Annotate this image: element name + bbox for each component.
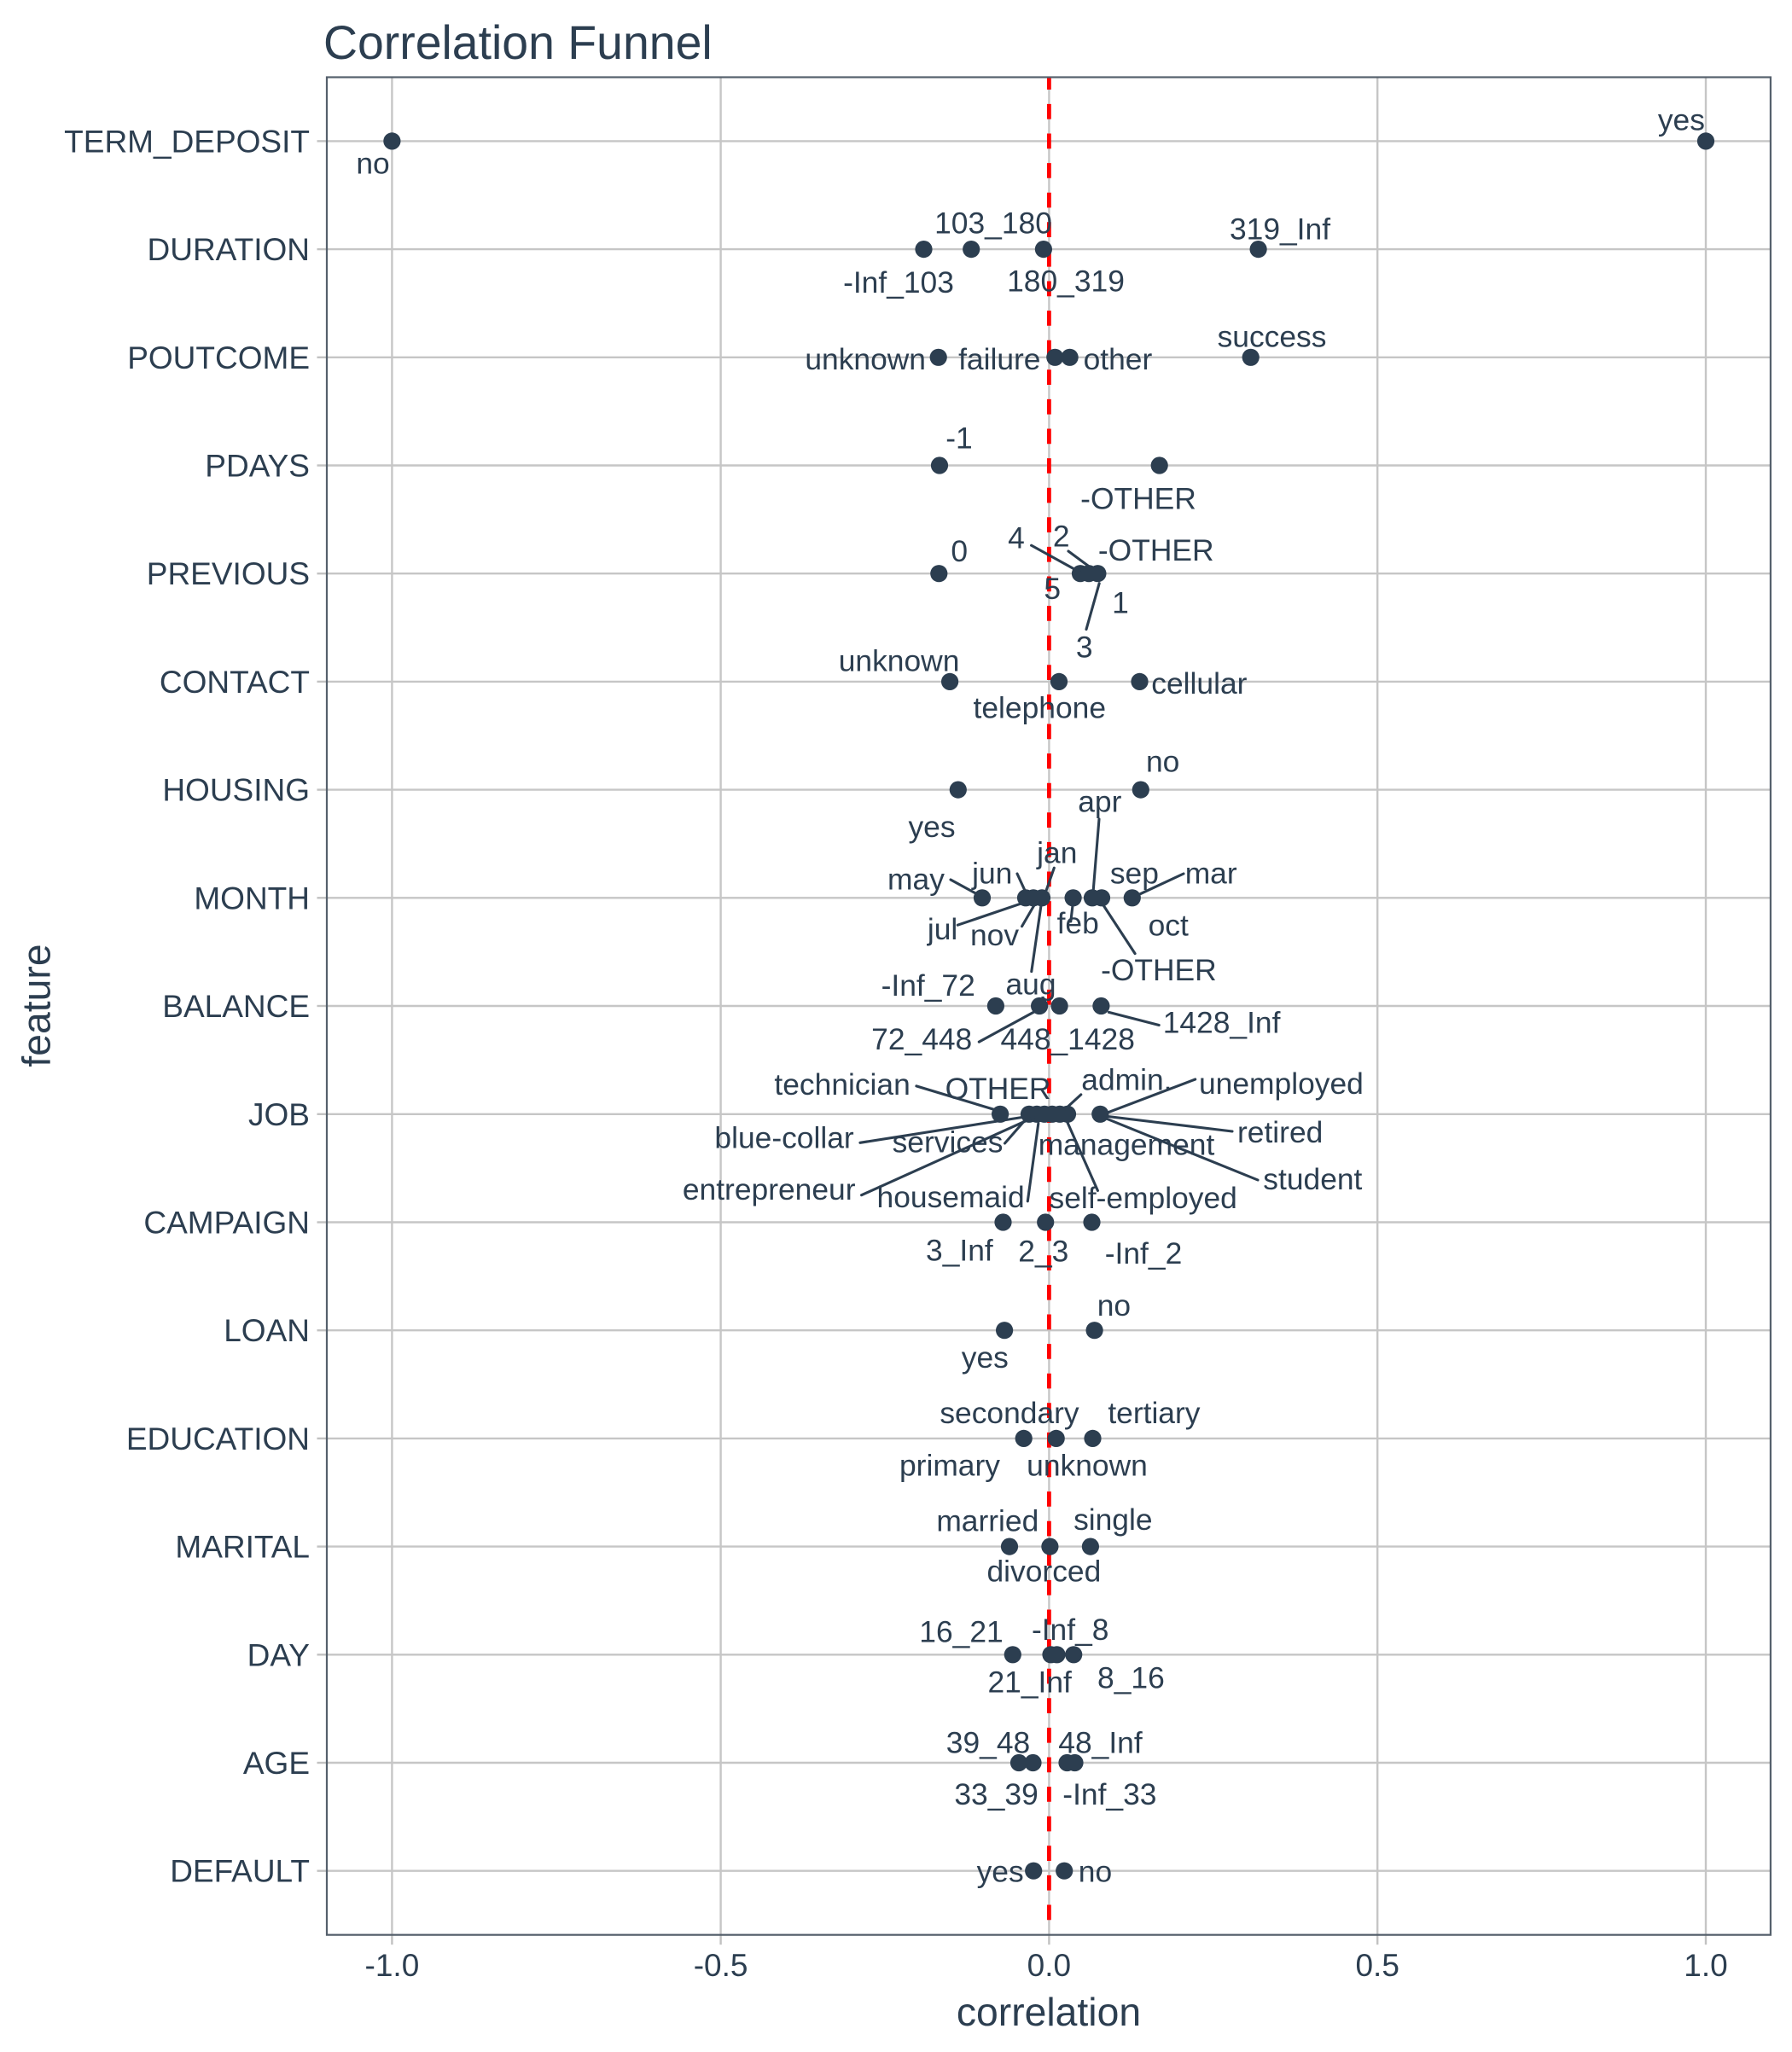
svg-text:entrepreneur: entrepreneur	[683, 1172, 856, 1206]
svg-text:1.0: 1.0	[1684, 1948, 1727, 1983]
svg-text:no: no	[1097, 1288, 1131, 1322]
svg-text:yes: yes	[977, 1855, 1024, 1889]
svg-text:oct: oct	[1149, 909, 1189, 943]
svg-text:-OTHER: -OTHER	[1080, 482, 1196, 516]
svg-text:unknown: unknown	[839, 643, 960, 677]
svg-text:single: single	[1073, 1503, 1152, 1537]
svg-text:-1: -1	[945, 421, 972, 456]
svg-text:1: 1	[1112, 585, 1129, 619]
svg-text:no: no	[1146, 745, 1179, 779]
svg-text:JOB: JOB	[248, 1097, 310, 1132]
svg-text:PDAYS: PDAYS	[205, 449, 310, 484]
svg-text:3_Inf: 3_Inf	[926, 1233, 993, 1267]
svg-text:DAY: DAY	[247, 1637, 310, 1672]
svg-text:-0.5: -0.5	[694, 1948, 748, 1983]
svg-text:CONTACT: CONTACT	[160, 665, 310, 700]
svg-text:BALANCE: BALANCE	[162, 989, 310, 1024]
svg-text:admin.: admin.	[1081, 1063, 1172, 1097]
svg-text:CAMPAIGN: CAMPAIGN	[143, 1206, 310, 1241]
svg-text:448_1428: 448_1428	[1000, 1022, 1134, 1056]
svg-text:mar: mar	[1185, 856, 1237, 890]
svg-text:aug: aug	[1005, 967, 1056, 1001]
svg-text:POUTCOME: POUTCOME	[127, 340, 310, 375]
svg-text:services: services	[893, 1125, 1004, 1160]
svg-text:housemaid: housemaid	[877, 1180, 1025, 1214]
svg-text:0.5: 0.5	[1355, 1948, 1399, 1983]
svg-text:MONTH: MONTH	[194, 881, 310, 916]
svg-text:-Inf_2: -Inf_2	[1105, 1236, 1183, 1270]
svg-text:feb: feb	[1057, 906, 1099, 940]
svg-text:8_16: 8_16	[1097, 1660, 1165, 1694]
svg-text:-1.0: -1.0	[365, 1948, 420, 1983]
svg-text:sep: sep	[1110, 856, 1159, 890]
svg-text:student: student	[1263, 1162, 1362, 1196]
svg-text:39_48: 39_48	[946, 1725, 1030, 1759]
svg-text:Correlation Funnel: Correlation Funnel	[323, 16, 713, 69]
svg-text:nov: nov	[970, 918, 1019, 952]
svg-text:-OTHER: -OTHER	[1098, 533, 1214, 567]
svg-text:OTHER: OTHER	[945, 1072, 1051, 1106]
svg-text:3: 3	[1076, 631, 1093, 665]
svg-text:-Inf_33: -Inf_33	[1062, 1777, 1156, 1811]
svg-text:48_Inf: 48_Inf	[1058, 1725, 1143, 1759]
svg-text:0.0: 0.0	[1027, 1948, 1071, 1983]
svg-text:yes: yes	[1658, 103, 1705, 137]
svg-text:other: other	[1084, 342, 1153, 376]
svg-text:PREVIOUS: PREVIOUS	[147, 556, 310, 591]
svg-text:blue-collar: blue-collar	[714, 1120, 853, 1154]
svg-text:319_Inf: 319_Inf	[1230, 212, 1330, 247]
svg-text:4: 4	[1008, 521, 1025, 555]
svg-text:180_319: 180_319	[1007, 264, 1125, 298]
svg-text:unknown: unknown	[1027, 1449, 1148, 1483]
svg-text:jun: jun	[971, 856, 1012, 890]
svg-text:yes: yes	[962, 1340, 1009, 1375]
svg-text:technician: technician	[774, 1067, 910, 1102]
svg-text:0: 0	[951, 534, 968, 568]
svg-text:unemployed: unemployed	[1199, 1067, 1364, 1101]
svg-text:72_448: 72_448	[871, 1022, 972, 1056]
svg-text:TERM_DEPOSIT: TERM_DEPOSIT	[64, 124, 310, 159]
svg-text:103_180: 103_180	[934, 206, 1052, 241]
svg-text:self-employed: self-employed	[1050, 1181, 1237, 1215]
svg-text:LOAN: LOAN	[224, 1313, 310, 1348]
svg-text:primary: primary	[899, 1449, 1000, 1483]
svg-text:DURATION: DURATION	[148, 232, 310, 267]
svg-text:-OTHER: -OTHER	[1101, 953, 1217, 987]
svg-text:2: 2	[1053, 519, 1070, 553]
svg-text:apr: apr	[1078, 785, 1121, 819]
svg-text:secondary: secondary	[940, 1396, 1079, 1430]
svg-text:no: no	[1079, 1855, 1112, 1889]
svg-text:EDUCATION: EDUCATION	[126, 1421, 310, 1456]
svg-text:-Inf_8: -Inf_8	[1032, 1613, 1109, 1647]
svg-text:feature: feature	[15, 944, 59, 1067]
svg-text:16_21: 16_21	[919, 1614, 1003, 1648]
svg-text:2_3: 2_3	[1018, 1234, 1068, 1268]
svg-text:unknown: unknown	[805, 342, 926, 376]
svg-text:DEFAULT: DEFAULT	[170, 1854, 310, 1889]
svg-text:cellular: cellular	[1151, 666, 1247, 700]
svg-text:MARITAL: MARITAL	[175, 1530, 310, 1565]
svg-text:-Inf_72: -Inf_72	[881, 968, 975, 1003]
svg-text:tertiary: tertiary	[1108, 1396, 1200, 1430]
svg-text:divorced: divorced	[987, 1554, 1102, 1588]
svg-text:AGE: AGE	[243, 1746, 310, 1781]
svg-text:HOUSING: HOUSING	[162, 773, 310, 808]
svg-text:21_Inf: 21_Inf	[987, 1665, 1072, 1700]
svg-text:success: success	[1218, 319, 1327, 353]
svg-text:1428_Inf: 1428_Inf	[1163, 1006, 1281, 1040]
svg-text:jan: jan	[1036, 836, 1077, 870]
svg-text:-Inf_103: -Inf_103	[843, 265, 954, 299]
svg-text:yes: yes	[908, 810, 955, 844]
svg-text:jul: jul	[927, 912, 957, 946]
svg-text:no: no	[356, 147, 389, 181]
svg-text:may: may	[887, 862, 945, 896]
svg-text:telephone: telephone	[974, 690, 1106, 724]
svg-text:correlation: correlation	[957, 1990, 1141, 2034]
svg-text:5: 5	[1044, 572, 1061, 606]
svg-text:retired: retired	[1237, 1115, 1323, 1149]
svg-text:failure: failure	[958, 342, 1040, 376]
svg-text:33_39: 33_39	[954, 1777, 1038, 1811]
svg-text:married: married	[936, 1503, 1039, 1538]
svg-text:management: management	[1039, 1128, 1215, 1162]
